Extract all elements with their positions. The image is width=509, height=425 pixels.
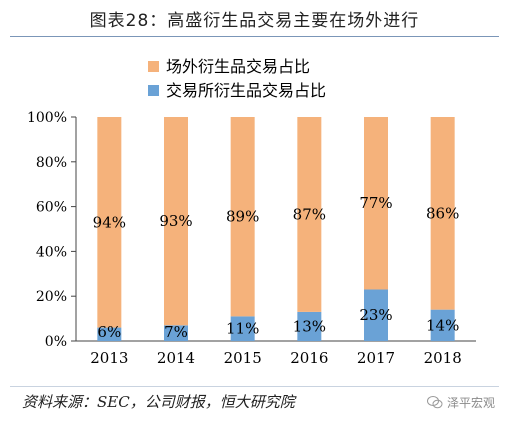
bar-exchange-2013 (97, 327, 122, 341)
bar-otc-2013 (97, 117, 122, 328)
page-title: 图表28：高盛衍生品交易主要在场外进行 (89, 11, 420, 31)
bar-otc-2018 (430, 117, 455, 310)
bar-exchange-2014 (164, 325, 188, 341)
data-label-otc-2016: 87% (293, 205, 326, 223)
bar-exchange-2018 (430, 309, 455, 341)
watermark: 泽平宏观 (426, 394, 495, 411)
y-tick-label: 0% (45, 334, 67, 350)
data-label-exchange-2015: 11% (226, 320, 259, 338)
x-tick-label: 2017 (357, 349, 395, 367)
bar-exchange-2016 (297, 311, 322, 341)
y-tick-label: 20% (36, 289, 67, 305)
x-tick-label: 2016 (290, 349, 328, 367)
wechat-icon (426, 396, 443, 409)
bar-exchange-2017 (364, 289, 388, 341)
data-label-exchange-2016: 13% (293, 317, 326, 335)
bar-exchange-2015 (230, 316, 255, 341)
x-tick-label: 2018 (424, 349, 462, 367)
x-tick-label: 2013 (90, 349, 128, 367)
x-tick-label: 2014 (157, 349, 195, 367)
legend-swatch-exchange (148, 85, 159, 96)
legend-swatch-otc (148, 61, 159, 72)
y-tick-label: 80% (36, 155, 67, 171)
data-label-otc-2015: 89% (226, 208, 259, 226)
y-tick-label: 40% (36, 244, 67, 260)
bar-otc-2015 (230, 117, 255, 317)
bar-otc-2017 (364, 117, 388, 290)
data-label-otc-2013: 94% (93, 213, 126, 231)
data-label-exchange-2017: 23% (359, 306, 392, 324)
data-label-exchange-2018: 14% (426, 316, 459, 334)
watermark-label: 泽平宏观 (446, 396, 495, 410)
title-divider (10, 36, 499, 37)
data-label-otc-2017: 77% (359, 194, 392, 212)
x-tick-label: 2015 (224, 349, 262, 367)
data-label-exchange-2014: 7% (164, 323, 188, 341)
legend-label-exchange: 交易所衍生品交易占比 (166, 81, 326, 100)
legend-label-otc: 场外衍生品交易占比 (166, 57, 310, 76)
data-label-otc-2018: 86% (426, 204, 459, 222)
source-note: 资料来源：SEC，公司财报，恒大研究院 (22, 393, 295, 411)
data-label-exchange-2013: 6% (97, 323, 121, 341)
bar-otc-2014 (164, 117, 188, 326)
bar-otc-2016 (297, 117, 322, 312)
y-tick-label: 60% (36, 200, 67, 216)
data-label-otc-2014: 93% (159, 212, 192, 230)
y-tick-label: 100% (27, 110, 67, 126)
source-divider (10, 386, 499, 387)
